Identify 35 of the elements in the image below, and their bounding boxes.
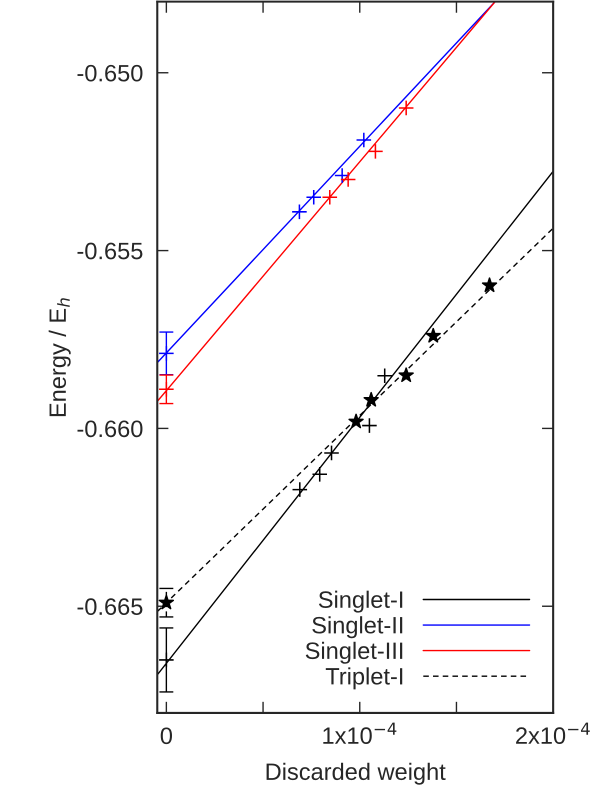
point xyxy=(334,167,350,184)
point xyxy=(426,328,441,343)
y-tick-label: -0.655 xyxy=(77,242,142,260)
point xyxy=(158,381,174,398)
point xyxy=(363,392,379,407)
point xyxy=(398,100,414,116)
legend-label: Singlet-I xyxy=(318,590,402,613)
point xyxy=(361,418,378,434)
point xyxy=(312,466,328,482)
point xyxy=(367,143,384,160)
x-axis-title: Discarded weight xyxy=(266,762,446,785)
legend-label: Triplet-I xyxy=(326,667,402,690)
point xyxy=(398,367,414,382)
x-tick-label: 1x10$^{−4}$ xyxy=(323,722,396,744)
x-tick-label: 2x10$^{−4}$ xyxy=(516,722,590,744)
x-tick-label: 0 xyxy=(160,727,172,744)
point xyxy=(306,189,322,206)
point xyxy=(291,204,308,220)
point xyxy=(482,277,498,292)
y-tick-label: -0.660 xyxy=(77,420,142,438)
point xyxy=(323,444,340,461)
point xyxy=(356,132,372,148)
point xyxy=(158,594,174,610)
point xyxy=(340,171,356,188)
point xyxy=(348,414,364,428)
legend-label: Singlet-III xyxy=(306,642,402,664)
point xyxy=(158,345,174,362)
y-axis-title: Energy / E$_{h}$ xyxy=(48,298,71,416)
legend-label: Singlet-II xyxy=(312,616,402,638)
y-tick-label: -0.650 xyxy=(77,64,142,82)
point xyxy=(292,482,308,498)
point xyxy=(376,368,393,384)
y-tick-label: -0.665 xyxy=(77,598,142,616)
point xyxy=(158,652,174,668)
point xyxy=(322,189,338,206)
